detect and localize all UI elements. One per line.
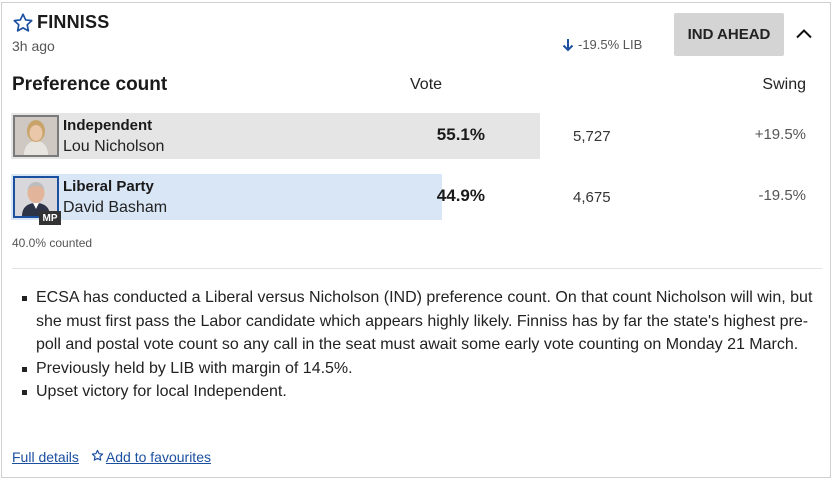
candidate-row: Independent Lou Nicholson 55.1% 5,727 +1… [2,113,830,159]
column-header-vote: Vote [410,76,443,93]
seat-name: FINNISS [37,12,110,32]
list-item: Previously held by LIB with margin of 14… [22,357,817,381]
preference-count-table: Preference count Vote Swing Independent … [2,63,830,253]
star-icon[interactable] [12,12,34,34]
status-badge: IND AHEAD [674,13,784,56]
counted-status: 40.0% counted [12,236,93,250]
full-details-link[interactable]: Full details [12,449,79,465]
commentary-list: ECSA has conducted a Liberal versus Nich… [22,286,817,404]
swing-summary-text: -19.5% LIB [578,37,643,52]
party-name: Liberal Party [63,178,154,195]
candidate-name: Lou Nicholson [63,138,165,155]
vote-percentage: 44.9% [436,186,485,205]
swing-value: +19.5% [754,126,806,143]
vote-count: 4,675 [573,189,611,206]
mp-badge: MP [39,211,61,225]
vote-percentage: 55.1% [436,125,485,144]
updated-time: 3h ago [12,38,55,54]
card-header: FINNISS 3h ago -19.5% LIB IND AHEAD [2,3,830,63]
list-item: Upset victory for local Independent. [22,380,817,404]
swing-summary: -19.5% LIB [562,37,642,52]
arrow-down-icon [562,38,574,52]
divider [12,268,822,269]
column-header-swing: Swing [762,76,806,93]
chevron-up-icon[interactable] [793,23,815,45]
candidate-name: David Basham [63,199,168,216]
card-footer: Full details Add to favourites [12,449,211,465]
list-item: ECSA has conducted a Liberal versus Nich… [22,286,817,357]
vote-share-bar [11,113,540,159]
vote-share-bar [11,174,442,220]
star-outline-icon[interactable] [91,449,104,465]
candidate-row: MP Liberal Party David Basham 44.9% 4,67… [2,174,830,225]
vote-count: 5,727 [573,128,611,145]
add-to-favourites-link[interactable]: Add to favourites [105,449,211,465]
section-title: Preference count [12,74,168,95]
party-name: Independent [63,117,153,134]
avatar [13,115,59,157]
swing-value: -19.5% [758,187,806,204]
